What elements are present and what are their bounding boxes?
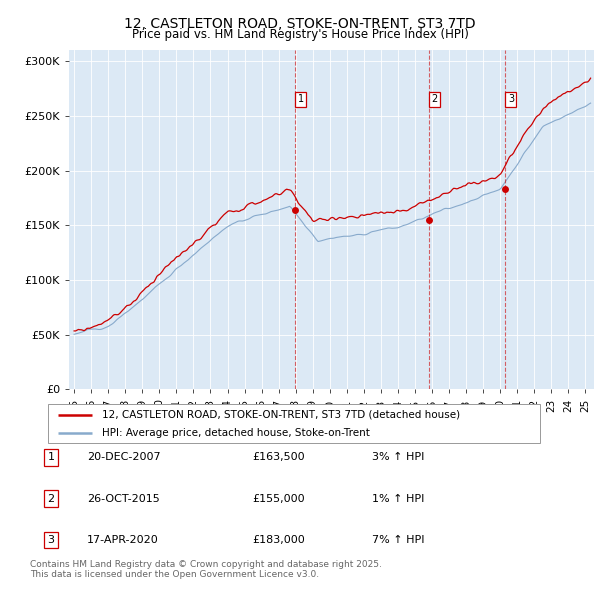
Text: Contains HM Land Registry data © Crown copyright and database right 2025.
This d: Contains HM Land Registry data © Crown c… <box>30 560 382 579</box>
Text: 12, CASTLETON ROAD, STOKE-ON-TRENT, ST3 7TD (detached house): 12, CASTLETON ROAD, STOKE-ON-TRENT, ST3 … <box>102 410 460 420</box>
Text: 12, CASTLETON ROAD, STOKE-ON-TRENT, ST3 7TD: 12, CASTLETON ROAD, STOKE-ON-TRENT, ST3 … <box>124 17 476 31</box>
Text: 1: 1 <box>47 453 55 462</box>
Text: 3% ↑ HPI: 3% ↑ HPI <box>372 453 424 462</box>
Text: £183,000: £183,000 <box>252 535 305 545</box>
Text: 20-DEC-2007: 20-DEC-2007 <box>87 453 161 462</box>
Text: 17-APR-2020: 17-APR-2020 <box>87 535 159 545</box>
Text: 1: 1 <box>298 94 304 104</box>
Text: 2: 2 <box>431 94 438 104</box>
Text: 3: 3 <box>47 535 55 545</box>
Text: Price paid vs. HM Land Registry's House Price Index (HPI): Price paid vs. HM Land Registry's House … <box>131 28 469 41</box>
Text: £163,500: £163,500 <box>252 453 305 462</box>
Text: 3: 3 <box>508 94 514 104</box>
Text: 2: 2 <box>47 494 55 503</box>
Text: £155,000: £155,000 <box>252 494 305 503</box>
Text: HPI: Average price, detached house, Stoke-on-Trent: HPI: Average price, detached house, Stok… <box>102 428 370 438</box>
Text: 1% ↑ HPI: 1% ↑ HPI <box>372 494 424 503</box>
Text: 7% ↑ HPI: 7% ↑ HPI <box>372 535 425 545</box>
Text: 26-OCT-2015: 26-OCT-2015 <box>87 494 160 503</box>
